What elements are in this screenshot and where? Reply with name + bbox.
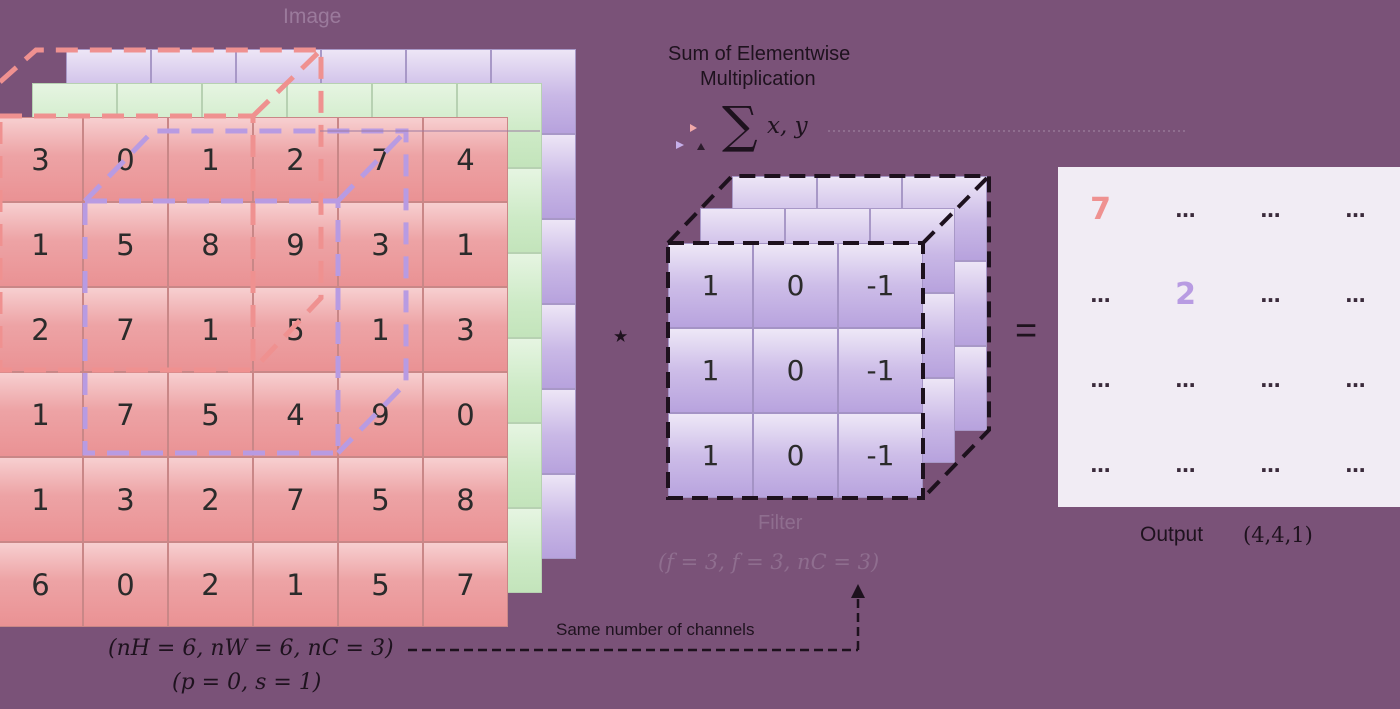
output-cell: … xyxy=(1175,197,1196,222)
image-cell: 0 xyxy=(83,117,168,202)
image-cell: 3 xyxy=(83,457,168,542)
image-cell: 1 xyxy=(168,117,253,202)
output-cell: … xyxy=(1345,367,1366,392)
image-cell: 2 xyxy=(0,287,83,372)
output-cell: … xyxy=(1090,282,1111,307)
image-cell: 7 xyxy=(83,287,168,372)
image-title: Image xyxy=(283,5,342,28)
image-cell: 1 xyxy=(0,202,83,287)
image-cell: 7 xyxy=(83,372,168,457)
image-cell: 0 xyxy=(423,372,508,457)
image-cell: 2 xyxy=(168,457,253,542)
output-label: Output xyxy=(1140,523,1204,546)
image-cell: 1 xyxy=(0,457,83,542)
sum-formula: x, y xyxy=(767,113,808,139)
output-cell: … xyxy=(1260,197,1281,222)
image-cell: 5 xyxy=(338,457,423,542)
filter-cell: 0 xyxy=(753,243,838,328)
image-cell: 4 xyxy=(253,372,338,457)
output-cell: … xyxy=(1345,282,1366,307)
filter-cell: 1 xyxy=(668,413,753,498)
image-cell: 7 xyxy=(338,117,423,202)
filter-cell: 0 xyxy=(753,413,838,498)
image-cell: 8 xyxy=(423,457,508,542)
output-cell: … xyxy=(1345,452,1366,477)
image-cell: 0 xyxy=(83,542,168,627)
output-cell: 2 xyxy=(1175,277,1196,312)
filter-cell: 0 xyxy=(753,328,838,413)
output-cell: … xyxy=(1090,367,1111,392)
channels-note: Same number of channels xyxy=(556,620,755,639)
image-cell: 5 xyxy=(338,542,423,627)
filter-cell: -1 xyxy=(838,413,923,498)
output-cell: … xyxy=(1175,367,1196,392)
image-cell: 7 xyxy=(423,542,508,627)
image-cell: 5 xyxy=(253,287,338,372)
filter-cell: -1 xyxy=(838,243,923,328)
output-cell: 7 xyxy=(1090,192,1111,227)
image-dims: (nH = 6, nW = 6, nC = 3) xyxy=(108,636,394,661)
image-params: (p = 0, s = 1) xyxy=(172,670,322,695)
image-cell: 4 xyxy=(423,117,508,202)
sigma-symbol: ∑ xyxy=(722,96,758,154)
image-cell: 2 xyxy=(168,542,253,627)
image-cell: 2 xyxy=(253,117,338,202)
output-cell: … xyxy=(1260,282,1281,307)
image-cell: 3 xyxy=(0,117,83,202)
output-grid: 7 … … … … 2 … … … … … … … … … … xyxy=(1058,167,1400,507)
filter-front-channel: 1 0 -1 1 0 -1 1 0 -1 xyxy=(668,243,923,498)
image-cell: 3 xyxy=(423,287,508,372)
image-cell: 1 xyxy=(0,372,83,457)
image-red-channel: 3 0 1 2 7 4 1 5 8 9 3 1 2 7 1 5 1 3 1 7 … xyxy=(0,117,510,627)
output-cell: … xyxy=(1260,452,1281,477)
image-cell: 5 xyxy=(83,202,168,287)
image-cell: 1 xyxy=(423,202,508,287)
output-dims: (4,4,1) xyxy=(1243,523,1313,547)
filter-dims: (f = 3, f = 3, nC = 3) xyxy=(658,550,880,574)
image-cell: 6 xyxy=(0,542,83,627)
image-cell: 8 xyxy=(168,202,253,287)
equals-operator: = xyxy=(1015,310,1038,352)
operation-title-line1: Sum of Elementwise xyxy=(668,43,851,65)
image-cell: 7 xyxy=(253,457,338,542)
image-cell: 9 xyxy=(253,202,338,287)
output-cell: … xyxy=(1090,452,1111,477)
filter-title: Filter xyxy=(758,512,803,534)
image-cell: 1 xyxy=(168,287,253,372)
image-cell: 9 xyxy=(338,372,423,457)
image-cell: 1 xyxy=(253,542,338,627)
convolve-operator: ⋆ xyxy=(610,316,632,356)
image-cell: 1 xyxy=(338,287,423,372)
output-cell: … xyxy=(1175,452,1196,477)
image-cell: 3 xyxy=(338,202,423,287)
output-cell: … xyxy=(1260,367,1281,392)
filter-cell: 1 xyxy=(668,328,753,413)
filter-cell: -1 xyxy=(838,328,923,413)
image-cell: 5 xyxy=(168,372,253,457)
filter-cell: 1 xyxy=(668,243,753,328)
operation-title-line2: Multiplication xyxy=(700,68,816,90)
output-cell: … xyxy=(1345,197,1366,222)
